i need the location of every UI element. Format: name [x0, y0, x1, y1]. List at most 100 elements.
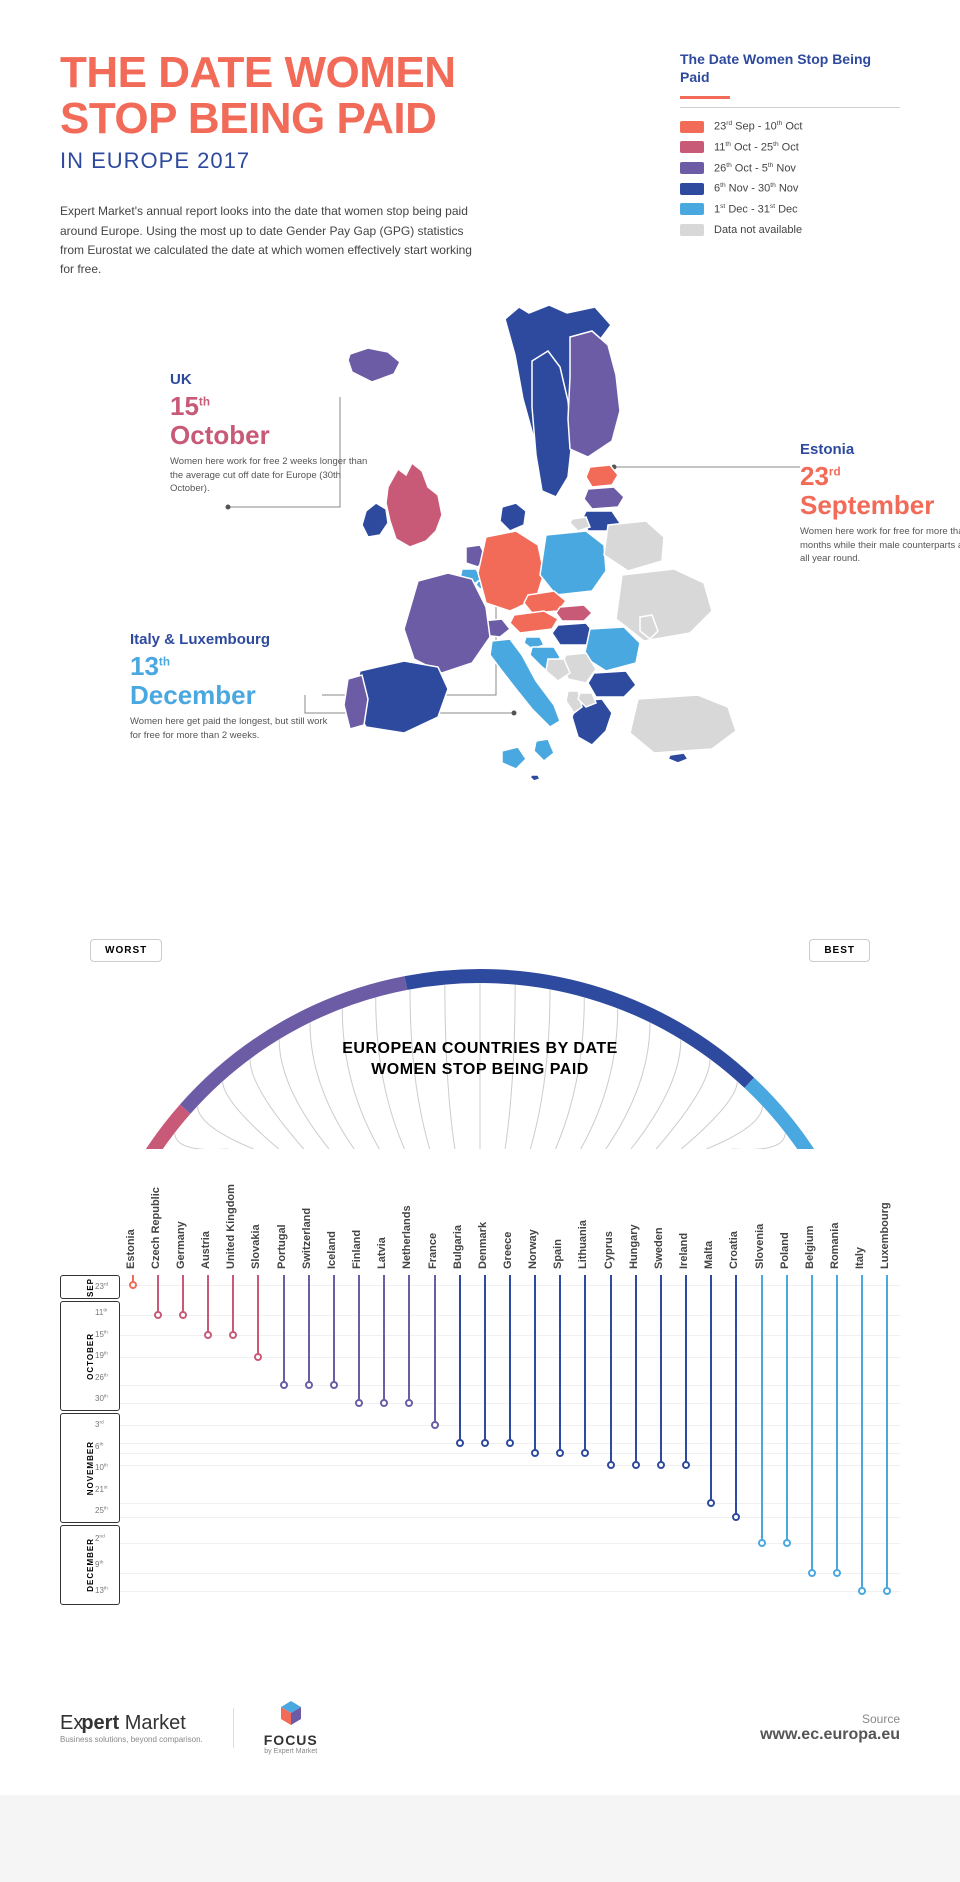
month-ticks: 11th15th19th26th30th: [95, 1302, 108, 1410]
callout-date: 15thOctober: [170, 392, 370, 449]
bar-marker: [280, 1381, 288, 1389]
bar-marker: [456, 1439, 464, 1447]
country-bulgaria: [588, 671, 636, 697]
footer-divider: [233, 1708, 234, 1748]
legend-item: 26th Oct - 5th Nov: [680, 162, 900, 175]
month-label: SEP: [86, 1278, 95, 1297]
bar-slovakia: [257, 1275, 259, 1357]
country-label: Greece: [502, 1232, 514, 1269]
focus-cube-icon: [264, 1701, 318, 1728]
bar-hungary: [635, 1275, 637, 1465]
month-october: OCTOBER11th15th19th26th30th: [60, 1301, 120, 1411]
callout-country: UK: [170, 369, 370, 390]
country-label: Ireland: [678, 1233, 690, 1269]
country-label: Portugal: [276, 1225, 288, 1270]
bar-marker: [330, 1381, 338, 1389]
callout-country: Italy & Luxembourg: [130, 629, 330, 650]
bar-italy: [861, 1275, 863, 1591]
country-label: Denmark: [477, 1222, 489, 1269]
month-november: NOVEMBER3rd6th10th21st25th: [60, 1413, 120, 1523]
country-ireland: [362, 503, 388, 537]
footer-left: Expert Market Business solutions, beyond…: [60, 1701, 318, 1755]
legend-swatch: [680, 203, 704, 215]
y-axis: SEP23rdOCTOBER11th15th19th26th30thNOVEMB…: [60, 1275, 120, 1607]
spoke: [279, 1039, 329, 1149]
country-label: Hungary: [628, 1225, 640, 1270]
legend-divider: [680, 107, 900, 108]
tick-label: 21st: [95, 1486, 108, 1494]
spoke: [198, 1106, 254, 1149]
chart-grid: [120, 1275, 900, 1605]
country-latvia: [584, 487, 624, 509]
bar-germany: [182, 1275, 184, 1315]
header-row: THE DATE WOMEN STOP BEING PAID IN EUROPE…: [60, 50, 900, 279]
legend-item: Data not available: [680, 224, 900, 236]
source-label: Source: [760, 1712, 900, 1726]
country-denmark: [500, 503, 526, 531]
bar-denmark: [484, 1275, 486, 1443]
tick-label: 10th: [95, 1464, 108, 1472]
country-label: Slovakia: [250, 1224, 262, 1269]
legend-item: 11th Oct - 25th Oct: [680, 141, 900, 154]
month-ticks: 23rd: [95, 1276, 108, 1298]
tick-label: 30th: [95, 1395, 108, 1403]
month-label: DECEMBER: [86, 1538, 95, 1592]
country-label: Lithuania: [577, 1220, 589, 1269]
legend-swatch: [680, 224, 704, 236]
month-label: NOVEMBER: [86, 1441, 95, 1495]
legend-swatch: [680, 183, 704, 195]
source-url: www.ec.europa.eu: [760, 1726, 900, 1744]
country-portugal: [344, 675, 368, 729]
bar-marker: [431, 1421, 439, 1429]
legend-label: 26th Oct - 5th Nov: [714, 162, 796, 175]
timeline: SEP23rdOCTOBER11th15th19th26th30thNOVEMB…: [60, 1275, 900, 1607]
country-label: Malta: [703, 1241, 715, 1269]
focus-sub: by Expert Market: [264, 1748, 318, 1755]
em-tagline: Business solutions, beyond comparison.: [60, 1735, 203, 1744]
country-label: Germany: [175, 1221, 187, 1269]
bar-marker: [783, 1539, 791, 1547]
month-sep: SEP23rd: [60, 1275, 120, 1299]
country-label: Netherlands: [401, 1206, 413, 1270]
callout-date: 13thDecember: [130, 652, 330, 709]
bar-iceland: [333, 1275, 335, 1385]
country-label: Finland: [351, 1230, 363, 1269]
ranking-title-1: EUROPEAN COUNTRIES BY DATE: [342, 1039, 618, 1060]
focus-logo: FOCUS by Expert Market: [264, 1701, 318, 1755]
country-label: Norway: [527, 1229, 539, 1269]
expert-market-logo: Expert Market Business solutions, beyond…: [60, 1712, 203, 1744]
callout-desc: Women here work for free 2 weeks longer …: [170, 455, 370, 495]
tick-label: 3rd: [95, 1421, 108, 1429]
country-finland: [568, 331, 620, 457]
ranking-header: WORST BEST EUROPEAN COUNTRIES BY DATE WO…: [60, 939, 900, 1149]
country-label: Croatia: [728, 1231, 740, 1269]
ranking-title: EUROPEAN COUNTRIES BY DATE WOMEN STOP BE…: [342, 1039, 618, 1081]
legend-swatch: [680, 121, 704, 133]
country-cyprus: [668, 753, 688, 763]
legend-item: 6th Nov - 30th Nov: [680, 182, 900, 195]
title-line-2: STOP BEING PAID: [60, 96, 680, 142]
spoke: [175, 1133, 229, 1149]
tick-label: 13th: [95, 1587, 108, 1595]
country-austria: [510, 611, 558, 633]
bar-czech-republic: [157, 1275, 159, 1315]
gridline: [120, 1453, 900, 1454]
footer: Expert Market Business solutions, beyond…: [60, 1677, 900, 1755]
spoke: [656, 1059, 710, 1149]
gridline: [120, 1573, 900, 1574]
country-label: Italy: [854, 1247, 866, 1269]
tick-label: 23rd: [95, 1283, 108, 1291]
gridline: [120, 1503, 900, 1504]
bar-belgium: [811, 1275, 813, 1573]
bar-marker: [607, 1461, 615, 1469]
country-label: Cyprus: [603, 1231, 615, 1269]
bar-marker: [154, 1311, 162, 1319]
bar-sweden: [660, 1275, 662, 1465]
legend-title: The Date Women Stop Being Paid: [680, 50, 900, 86]
bar-austria: [207, 1275, 209, 1335]
bar-france: [434, 1275, 436, 1425]
bar-romania: [836, 1275, 838, 1573]
bar-marker: [481, 1439, 489, 1447]
country-label: Czech Republic: [150, 1187, 162, 1269]
country-labels: EstoniaCzech RepublicGermanyAustriaUnite…: [120, 1149, 900, 1269]
